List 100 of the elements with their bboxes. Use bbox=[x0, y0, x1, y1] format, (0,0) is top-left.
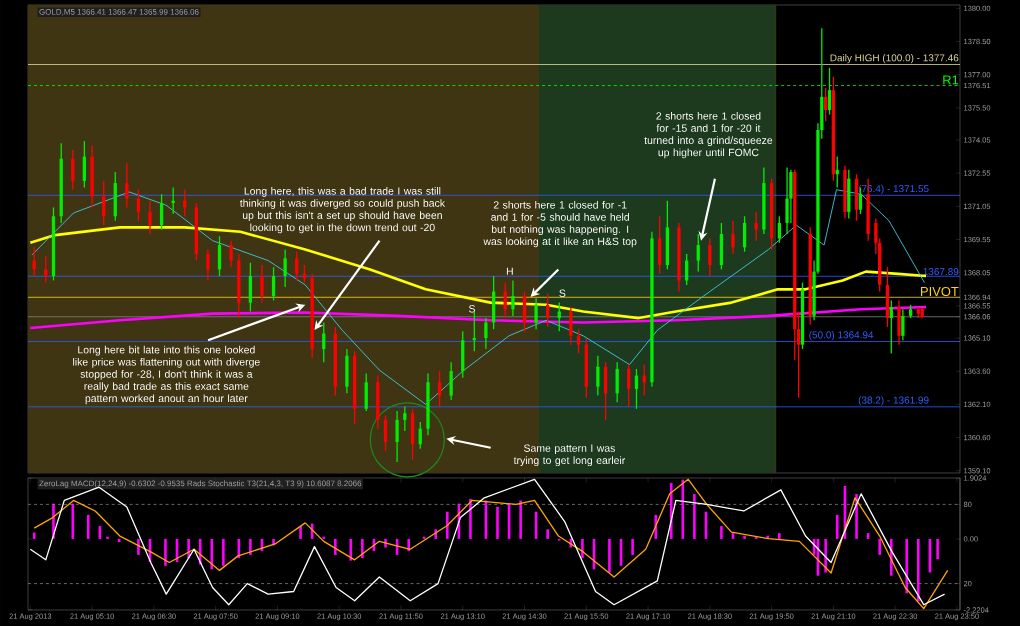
ref-line-label: R1 bbox=[943, 75, 959, 85]
candlestick bbox=[827, 67, 832, 116]
candlestick bbox=[271, 266, 276, 302]
candlestick bbox=[650, 231, 654, 388]
candlestick bbox=[696, 233, 700, 273]
candlestick bbox=[847, 169, 851, 220]
bar bbox=[693, 494, 696, 539]
candlestick bbox=[403, 405, 407, 432]
candlestick bbox=[762, 166, 766, 235]
bar bbox=[631, 538, 634, 555]
ref-line-label: 1367.89 bbox=[923, 268, 959, 276]
candlestick bbox=[237, 253, 241, 319]
candlestick bbox=[719, 222, 724, 271]
bar bbox=[936, 538, 939, 560]
candlestick bbox=[754, 211, 758, 242]
candlestick bbox=[569, 306, 573, 346]
candlestick bbox=[511, 279, 515, 317]
bar bbox=[334, 538, 337, 555]
candlestick bbox=[260, 264, 264, 304]
bar bbox=[86, 514, 90, 539]
ref-line-label: PIVOT bbox=[921, 286, 959, 297]
candlestick bbox=[449, 361, 453, 401]
candlestick bbox=[461, 330, 465, 379]
candlestick bbox=[665, 200, 670, 271]
candlestick bbox=[159, 193, 164, 231]
ref-line-label: Daily HIGH (100.0) - 1377.46 bbox=[830, 54, 959, 64]
bar bbox=[917, 538, 920, 602]
candlestick bbox=[148, 200, 152, 235]
bar bbox=[878, 538, 882, 555]
candlestick bbox=[59, 142, 63, 224]
annotation: Long here, this was a bad trade I was still thinking it was diverged so could push back up but this isn't a set up should have been looking to get in the down trend out -20 bbox=[239, 187, 446, 234]
candlestick bbox=[248, 262, 253, 313]
candlestick bbox=[71, 149, 75, 191]
bar bbox=[608, 538, 611, 573]
bar bbox=[581, 538, 584, 559]
candlestick bbox=[229, 239, 233, 268]
candlestick bbox=[51, 206, 56, 282]
candlestick bbox=[627, 363, 631, 408]
annotation: (38.2) - 1361.99 bbox=[858, 396, 929, 406]
bar bbox=[496, 506, 499, 539]
candlestick bbox=[874, 217, 878, 255]
candlestick bbox=[376, 374, 380, 430]
candlestick bbox=[796, 310, 801, 399]
candlestick bbox=[491, 275, 496, 330]
annotation: 2 shorts here 1 closed for -15 and 1 for -20 it turned into a grind/squeeze up higher until FOMC bbox=[644, 111, 773, 159]
candlestick bbox=[333, 326, 337, 397]
candlestick bbox=[352, 350, 357, 425]
candlestick bbox=[410, 408, 415, 461]
annotation: S bbox=[559, 289, 566, 297]
candlestick bbox=[522, 290, 527, 333]
bar bbox=[249, 538, 252, 555]
candlestick bbox=[283, 248, 287, 288]
bar bbox=[445, 511, 449, 539]
candlestick bbox=[90, 144, 94, 209]
bar bbox=[71, 503, 75, 539]
candlestick bbox=[437, 370, 442, 408]
bar bbox=[222, 538, 225, 566]
bar bbox=[905, 538, 909, 594]
bar bbox=[835, 514, 839, 539]
candlestick bbox=[885, 266, 890, 328]
annotation: Long here bit late into this one looked like price was flattening out with diverge stopped for -28, I don't think it was a really bad trade as this exact same pattern worked anout an hour later bbox=[73, 345, 260, 405]
candlestick bbox=[557, 301, 561, 333]
candlestick bbox=[897, 299, 901, 346]
bar bbox=[164, 538, 167, 566]
candlestick bbox=[731, 220, 735, 255]
bar bbox=[299, 526, 302, 539]
candlestick bbox=[194, 202, 198, 262]
candlestick bbox=[854, 173, 859, 222]
bar bbox=[519, 500, 522, 539]
candlestick bbox=[217, 235, 222, 277]
candlestick bbox=[603, 361, 608, 421]
candlestick bbox=[800, 282, 805, 350]
candlestick bbox=[708, 237, 712, 277]
bar bbox=[824, 538, 827, 573]
candlestick bbox=[769, 178, 774, 251]
candlestick bbox=[206, 248, 210, 282]
bar bbox=[778, 533, 781, 539]
candlestick bbox=[657, 215, 662, 275]
candlestick bbox=[742, 215, 747, 253]
candlestick bbox=[576, 328, 581, 355]
candlestick bbox=[82, 140, 87, 189]
bar bbox=[349, 538, 353, 561]
annotation: H bbox=[506, 267, 513, 275]
annotation: (50.0) 1364.94 bbox=[809, 331, 874, 341]
bar bbox=[106, 536, 109, 539]
candlestick bbox=[484, 317, 488, 350]
annotation: 2 shorts here 1 closed for -1 and 1 for -5 should have held but nothing was happening. I was looking at it like an H&S top bbox=[483, 200, 637, 248]
candlestick bbox=[584, 337, 588, 399]
candlestick bbox=[534, 297, 538, 330]
candlestick bbox=[102, 180, 106, 226]
bar bbox=[546, 529, 549, 539]
candlestick bbox=[831, 76, 836, 182]
annotation: Same pattern I was trying to get long earleir bbox=[513, 444, 626, 467]
candlestick bbox=[878, 237, 882, 293]
candlestick bbox=[901, 308, 905, 341]
line-series bbox=[29, 305, 928, 330]
candlestick bbox=[44, 255, 48, 284]
candlestick bbox=[426, 372, 430, 437]
candlestick bbox=[677, 222, 681, 293]
candlestick bbox=[685, 253, 689, 286]
